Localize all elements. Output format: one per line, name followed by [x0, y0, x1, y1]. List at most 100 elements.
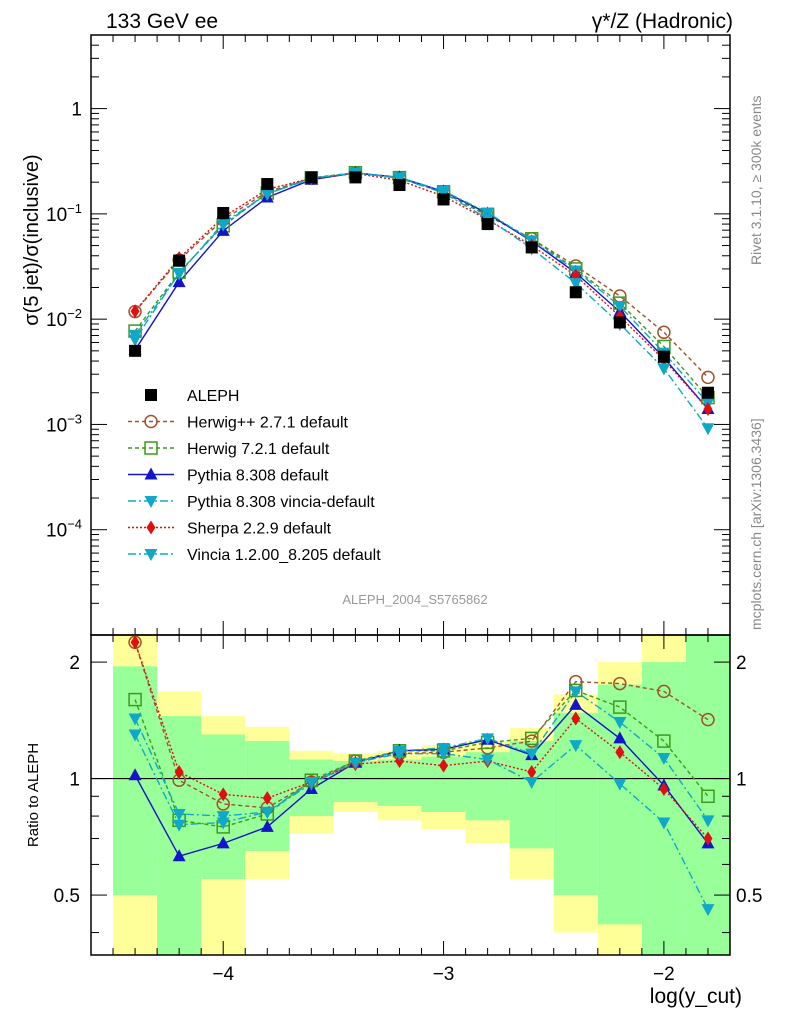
ratio-point — [304, 776, 318, 789]
ratio-point — [701, 815, 715, 828]
rivet-label: Rivet 3.1.10, ≥ 300k events — [748, 95, 764, 265]
ratio-point — [657, 684, 671, 699]
series-line — [134, 172, 709, 410]
legend-label: Pythia 8.308 vincia-default — [187, 494, 375, 511]
ratio-point — [524, 731, 539, 746]
ratio-line — [134, 703, 709, 858]
ratio-point — [571, 711, 581, 726]
series-point — [701, 370, 715, 385]
ratio-point — [216, 811, 230, 824]
ratio-point — [172, 849, 186, 862]
series-point — [172, 267, 186, 280]
ratio-line — [134, 690, 709, 821]
y-tick-label: 1 — [71, 100, 82, 121]
ratio-point — [172, 808, 186, 821]
ratio-point — [260, 806, 274, 819]
y-tick-label: 10−2 — [46, 306, 82, 331]
ratio-point — [613, 676, 627, 691]
data-point — [569, 286, 582, 299]
ratio-point — [613, 717, 627, 730]
series-point — [216, 219, 230, 232]
ratio-line — [134, 734, 709, 910]
ratio-point — [701, 789, 715, 804]
series-point — [130, 304, 140, 319]
ratio-point — [128, 713, 142, 726]
series-line — [134, 172, 709, 399]
ratio-point — [128, 768, 142, 781]
ratio-point — [525, 776, 539, 789]
ratio-tick-label: 1 — [69, 770, 80, 791]
legend-label: Sherpa 2.2.9 default — [187, 521, 332, 538]
ratio-point — [392, 748, 406, 761]
series-point — [613, 289, 627, 303]
series-point — [703, 402, 713, 417]
ratio-point — [615, 745, 625, 760]
ratio-point — [218, 787, 228, 802]
legend-label: Herwig++ 2.7.1 default — [187, 415, 349, 432]
data-point — [261, 178, 274, 191]
series-point — [172, 275, 186, 288]
ratio-band-inner — [641, 662, 686, 955]
series-lines — [134, 172, 709, 910]
ratio-point — [172, 819, 186, 832]
ratio-tick-label: 0.5 — [54, 886, 80, 907]
ratio-point — [657, 817, 671, 830]
ratio-point — [394, 754, 404, 769]
ratio-point — [481, 754, 495, 767]
legend-marker — [146, 520, 156, 535]
legend-marker — [145, 389, 157, 401]
ratio-point — [613, 700, 627, 714]
series-markers — [128, 165, 715, 917]
ratio-frame — [90, 634, 731, 956]
legend-marker — [144, 414, 158, 429]
header-right: γ*/Z (Hadronic) — [592, 10, 733, 33]
ratio-point — [437, 748, 451, 761]
ratio-line — [134, 642, 709, 839]
ratio-point — [703, 831, 713, 846]
ratio-band-inner — [113, 666, 158, 896]
ratio-tick-label-right: 2 — [736, 653, 747, 674]
ratio-point — [657, 734, 671, 748]
series-line — [134, 172, 709, 404]
series-point — [657, 325, 671, 340]
legend-marker — [144, 467, 158, 480]
data-point — [393, 179, 406, 192]
ratio-band-inner — [201, 734, 246, 880]
x-tick-label: −2 — [653, 964, 675, 985]
ratio-point — [439, 758, 449, 773]
main-frame — [90, 34, 731, 636]
ratio-point — [262, 791, 272, 806]
ratio-tick-label-right: 1 — [736, 770, 747, 791]
legend-label: Vincia 1.2.00_8.205 default — [187, 547, 381, 564]
data-point — [217, 206, 230, 219]
ratio-band-inner — [685, 635, 730, 955]
legend-marker — [144, 496, 158, 508]
ratio-point — [128, 729, 142, 742]
ratio-axis-label: Ratio to ALEPH — [25, 743, 42, 847]
header-left: 133 GeV ee — [106, 10, 218, 33]
ratio-point — [569, 740, 583, 753]
ratio-point — [348, 757, 362, 770]
series-point — [569, 278, 583, 291]
ratio-point — [659, 781, 669, 796]
ratio-point — [128, 692, 142, 707]
data-point — [657, 350, 670, 363]
data-point — [173, 254, 186, 267]
series-point — [657, 363, 671, 376]
ratio-point — [569, 686, 583, 699]
data-point — [437, 193, 450, 206]
x-axis-label: log(y_cut) — [650, 985, 742, 1008]
ratio-band-inner — [553, 712, 598, 896]
legend: ALEPH Herwig++ 2.7.1 default Herwig 7.2.1 … — [128, 388, 381, 564]
ratio-point — [481, 733, 495, 746]
data-point — [613, 316, 626, 329]
series-point — [701, 423, 715, 436]
ratio-point — [260, 819, 274, 832]
mcplots-label: mcplots.cern.ch [arXiv:1306.3436] — [748, 418, 764, 630]
ratio-point — [657, 753, 671, 766]
ratio-point — [216, 817, 230, 830]
x-tick-label: −4 — [212, 964, 234, 985]
legend-marker — [144, 441, 158, 455]
